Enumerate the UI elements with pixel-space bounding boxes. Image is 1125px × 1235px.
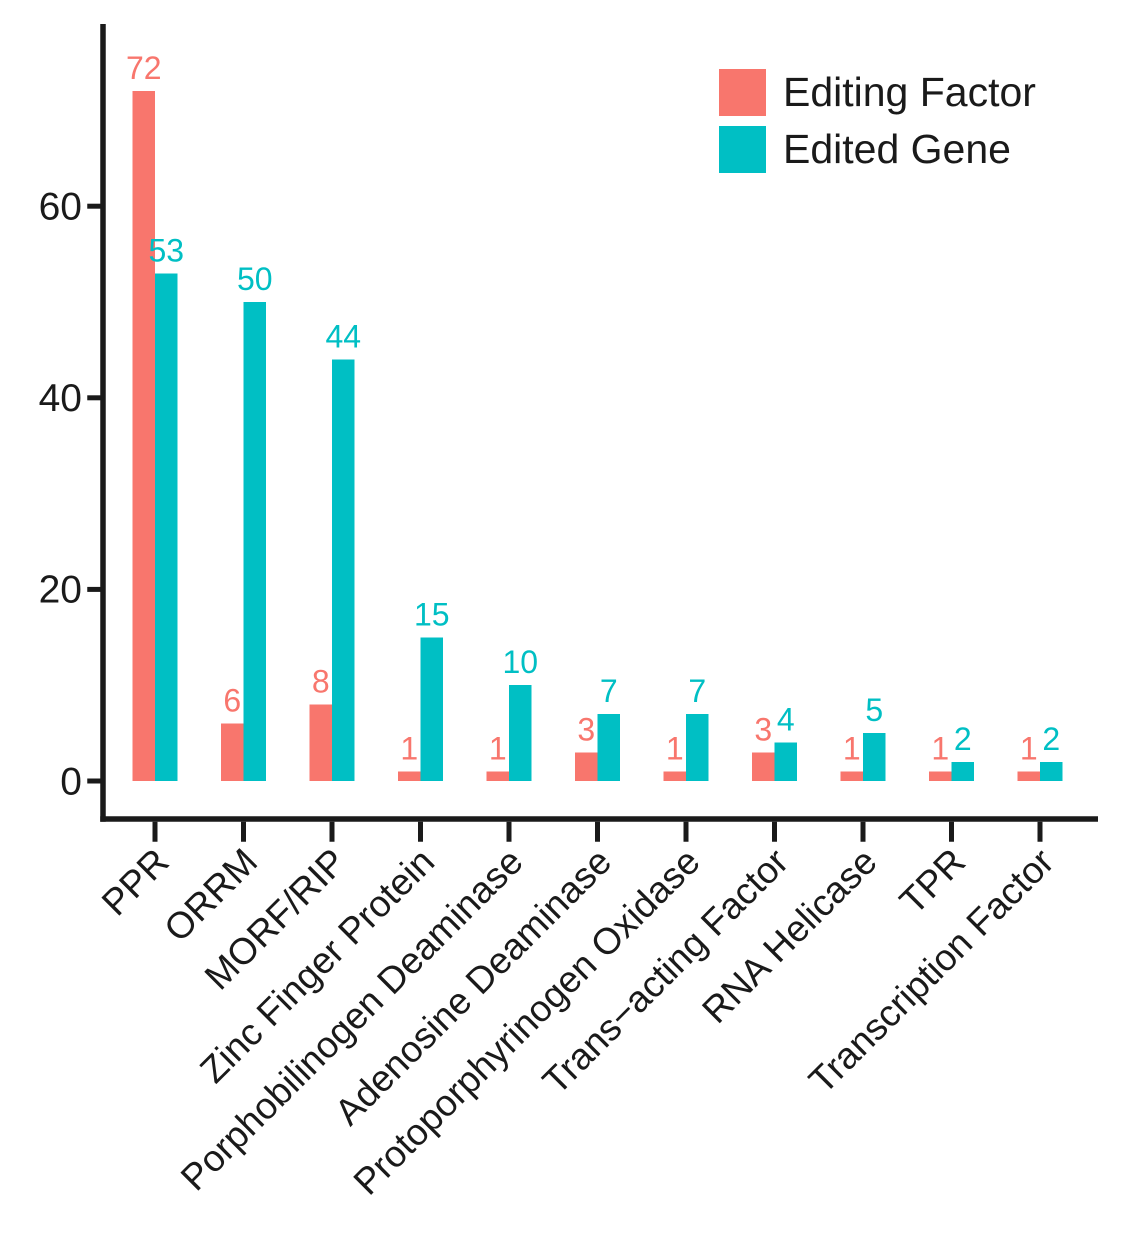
bar-edited-gene-adenosine-deaminase (597, 713, 620, 781)
bar-value-label-editing-factor-morf-rip: 8 (312, 663, 330, 699)
bar-value-label-edited-gene-tpr: 2 (954, 721, 972, 757)
bar-value-label-editing-factor-trans-acting-factor: 3 (754, 711, 772, 747)
bar-editing-factor-transcription-factor (1017, 771, 1040, 781)
bar-value-label-editing-factor-transcription-factor: 1 (1020, 730, 1038, 766)
bar-editing-factor-rna-helicase (840, 771, 863, 781)
bar-value-label-edited-gene-protoporphyrinogen-oxidase: 7 (688, 673, 706, 709)
bar-value-label-editing-factor-ppr: 72 (126, 50, 162, 86)
bar-value-label-edited-gene-morf-rip: 44 (326, 319, 362, 355)
bar-value-label-editing-factor-zinc-finger-protein: 1 (400, 730, 418, 766)
legend: Editing Factor Edited Gene (719, 69, 1036, 183)
bar-edited-gene-ppr (155, 273, 178, 781)
bar-edited-gene-zinc-finger-protein (420, 637, 443, 781)
legend-item-edited-gene: Edited Gene (719, 126, 1036, 173)
bar-edited-gene-transcription-factor (1040, 761, 1063, 781)
bar-editing-factor-protoporphyrinogen-oxidase (663, 771, 686, 781)
bar-value-label-editing-factor-orrm: 6 (223, 683, 241, 719)
bar-edited-gene-morf-rip (332, 359, 355, 781)
bar-value-label-editing-factor-porphobilinogen-deaminase: 1 (489, 730, 507, 766)
x-axis-category-label-ppr: PPR (94, 841, 177, 924)
y-axis-tick-label-60: 60 (39, 185, 82, 228)
bar-value-label-editing-factor-protoporphyrinogen-oxidase: 1 (666, 730, 684, 766)
y-axis-tick-label-20: 20 (39, 569, 82, 612)
bar-edited-gene-trans-acting-factor (774, 742, 797, 781)
bar-edited-gene-rna-helicase (863, 733, 886, 781)
legend-swatch-editing-factor (719, 69, 766, 116)
bar-value-label-edited-gene-ppr: 53 (149, 232, 185, 268)
bar-edited-gene-protoporphyrinogen-oxidase (686, 713, 709, 781)
legend-label-editing-factor: Editing Factor (783, 69, 1036, 115)
bar-editing-factor-morf-rip (309, 704, 332, 781)
bar-value-label-edited-gene-trans-acting-factor: 4 (777, 702, 795, 738)
y-axis-tick-label-40: 40 (39, 377, 82, 420)
bar-value-label-edited-gene-adenosine-deaminase: 7 (600, 673, 618, 709)
bar-edited-gene-tpr (951, 761, 974, 781)
legend-label-edited-gene: Edited Gene (783, 126, 1011, 172)
legend-swatch-edited-gene (719, 126, 766, 173)
bar-edited-gene-orrm (243, 302, 266, 781)
bar-value-label-edited-gene-rna-helicase: 5 (865, 692, 883, 728)
bar-value-label-edited-gene-zinc-finger-protein: 15 (414, 596, 450, 632)
bar-editing-factor-adenosine-deaminase (575, 752, 598, 781)
bar-value-label-edited-gene-transcription-factor: 2 (1042, 721, 1060, 757)
bar-editing-factor-orrm (221, 723, 244, 781)
bar-editing-factor-trans-acting-factor (752, 752, 775, 781)
bar-editing-factor-porphobilinogen-deaminase (486, 771, 509, 781)
bar-value-label-edited-gene-orrm: 50 (237, 261, 273, 297)
bar-value-label-editing-factor-rna-helicase: 1 (843, 730, 861, 766)
x-axis-category-label-tpr: TPR (892, 841, 973, 922)
y-axis-tick-label-0: 0 (60, 760, 82, 803)
bar-value-label-edited-gene-porphobilinogen-deaminase: 10 (503, 644, 539, 680)
bar-editing-factor-ppr (132, 91, 155, 781)
bar-editing-factor-zinc-finger-protein (398, 771, 421, 781)
bar-editing-factor-tpr (929, 771, 952, 781)
bar-edited-gene-porphobilinogen-deaminase (509, 685, 532, 781)
bar-value-label-editing-factor-tpr: 1 (931, 730, 949, 766)
bar-value-label-editing-factor-adenosine-deaminase: 3 (577, 711, 595, 747)
legend-item-editing-factor: Editing Factor (719, 69, 1036, 116)
